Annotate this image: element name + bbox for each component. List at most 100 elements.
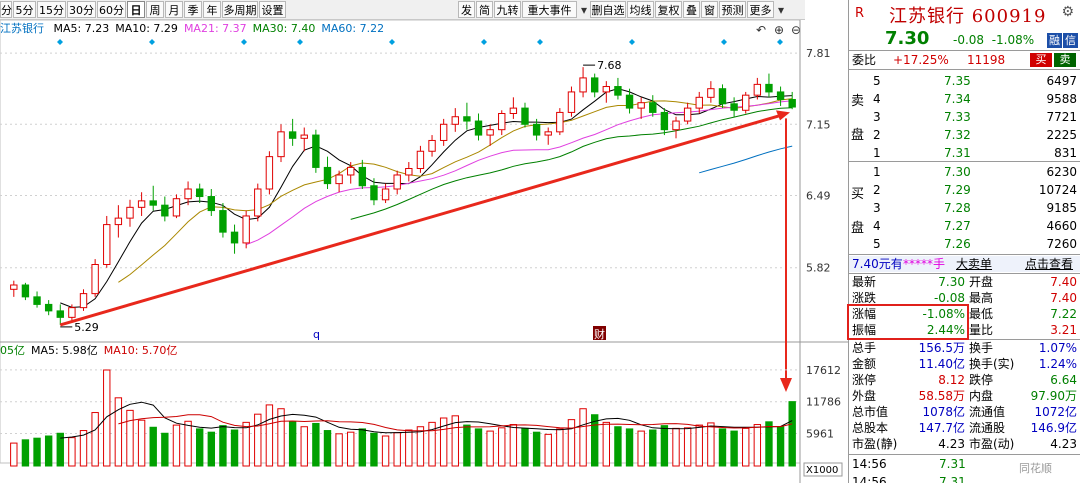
- event-marker-icon: [57, 39, 63, 45]
- moving-average-button[interactable]: 均线: [627, 1, 654, 18]
- price-tick-label: 7.81: [806, 47, 831, 60]
- add-icon[interactable]: ⊕: [773, 23, 785, 37]
- stat-value: 7.40: [1050, 291, 1077, 305]
- major-events-button[interactable]: 重大事件: [522, 1, 577, 18]
- period-button-year[interactable]: 年: [203, 1, 221, 18]
- candle-body: [381, 188, 390, 201]
- nine-turn-button[interactable]: 九转: [494, 1, 521, 18]
- marker-cai-bg: [593, 326, 606, 340]
- bid-volume: 9185: [1046, 201, 1077, 215]
- candle-body: [265, 156, 274, 190]
- volume-bar: [625, 428, 634, 467]
- sell-button[interactable]: 卖: [1054, 53, 1076, 67]
- period-button-day[interactable]: 日: [127, 1, 145, 18]
- candle-body: [347, 166, 355, 176]
- price-adjust-button[interactable]: 复权: [655, 1, 682, 18]
- ma-legend-item-0: MA5: 7.23: [53, 22, 110, 35]
- volume-bar: [730, 430, 738, 467]
- bid-volume: 7260: [1046, 237, 1077, 251]
- candle-body: [207, 196, 216, 212]
- period-button-month[interactable]: 月: [165, 1, 183, 18]
- volume-bar: [521, 427, 529, 467]
- stock-title: 江苏银行 600919: [889, 6, 1047, 27]
- ask-volume: 9588: [1046, 92, 1077, 106]
- volume-bar: [300, 426, 308, 467]
- period-button-quarter[interactable]: 季: [184, 1, 202, 18]
- triangle-down-icon[interactable]: ▾: [580, 3, 588, 17]
- overlay-button[interactable]: 叠: [683, 1, 700, 18]
- event-marker-icon: [721, 39, 727, 45]
- volume-bar: [742, 427, 750, 467]
- bid-row[interactable]: 5 7.26 7260: [849, 236, 1080, 252]
- period-button-minute[interactable]: 分: [0, 1, 12, 18]
- stat2-value: 58.58万: [918, 389, 965, 403]
- ask-row[interactable]: 5 7.35 6497: [849, 73, 1080, 89]
- unit-box: [803, 462, 843, 477]
- tick-row: 14:56 7.31: [849, 456, 1080, 472]
- period-button-5min[interactable]: 5分: [13, 1, 36, 18]
- forecast-button[interactable]: 预测: [719, 1, 746, 18]
- gear-icon[interactable]: ⚙: [1061, 4, 1074, 20]
- candle-body: [718, 88, 727, 105]
- tick-price: 7.31: [939, 457, 966, 471]
- big-order-bar[interactable]: 7.40元有 *****手 大卖单 点击查看: [849, 256, 1080, 272]
- event-marker-icon: [629, 39, 635, 45]
- stat2-value: 6.64: [1050, 373, 1077, 387]
- bid-row[interactable]: 2 7.29 10724: [849, 182, 1080, 198]
- candle-body: [474, 120, 483, 136]
- candle-body: [625, 94, 634, 109]
- candle-body: [428, 139, 436, 152]
- candle-body: [556, 111, 564, 133]
- stat2-label: 涨停: [852, 373, 877, 387]
- volume-bar: [358, 428, 367, 467]
- bid-row[interactable]: 4 7.27 4660: [849, 218, 1080, 234]
- minus-icon[interactable]: ⊖: [790, 23, 802, 37]
- ask-row[interactable]: 2 7.32 2225: [849, 127, 1080, 143]
- bid-row[interactable]: 3 7.28 9185: [849, 200, 1080, 216]
- stat-value: -1.08%: [922, 307, 965, 321]
- price-tick-label: 5.82: [806, 262, 831, 275]
- price-tick-label: 6.49: [806, 189, 831, 202]
- ask-level: 5: [873, 74, 881, 88]
- buy-button[interactable]: 买: [1030, 53, 1052, 67]
- settings-button[interactable]: 设置: [259, 1, 286, 18]
- ask-row[interactable]: 3 7.33 7721: [849, 109, 1080, 125]
- candle-body: [230, 231, 239, 244]
- candle-body: [405, 168, 413, 176]
- multi-period-button[interactable]: 多周期: [222, 1, 258, 18]
- candle-body: [79, 293, 88, 309]
- volume-bar: [707, 422, 715, 467]
- stat-label: 最高: [969, 291, 994, 305]
- period-button-60min[interactable]: 60分: [97, 1, 126, 18]
- more-button[interactable]: 更多: [747, 1, 774, 18]
- publish-button[interactable]: 发: [458, 1, 475, 18]
- ask-volume: 831: [1054, 146, 1077, 160]
- volume-bar: [21, 439, 30, 467]
- stat2-value: 147.7亿: [918, 421, 965, 435]
- undo-icon[interactable]: ↶: [755, 23, 767, 37]
- kline-chart[interactable]: 7.81 7.15 6.49 5.82 7.68 5.29 q 财 17612 11786 5961…: [0, 20, 848, 483]
- stat2-value: 146.9亿: [1030, 421, 1077, 435]
- ask-price: 7.31: [944, 146, 971, 160]
- stat-value: 7.40: [1050, 275, 1077, 289]
- ask-row[interactable]: 4 7.34 9588: [849, 91, 1080, 107]
- simple-button[interactable]: 简: [476, 1, 493, 18]
- candle-body: [521, 107, 529, 125]
- stat2-value: 11.40亿: [918, 357, 965, 371]
- stat2-value: 1072亿: [1034, 405, 1077, 419]
- price-tick-label: 7.15: [806, 118, 831, 131]
- period-button-15min[interactable]: 15分: [37, 1, 66, 18]
- bid-row[interactable]: 1 7.30 6230: [849, 164, 1080, 180]
- more-triangle-icon[interactable]: ▾: [777, 3, 785, 17]
- stat2-row: 金额 11.40亿 换手(实) 1.24%: [849, 356, 1080, 372]
- window-button[interactable]: 窗: [701, 1, 718, 18]
- candle-body: [509, 107, 518, 114]
- ma30-line: [350, 107, 793, 220]
- credit-tag: 信: [1063, 33, 1078, 48]
- period-button-30min[interactable]: 30分: [67, 1, 96, 18]
- remove-watchlist-button[interactable]: 删自选: [590, 1, 626, 18]
- ask-row[interactable]: 1 7.31 831: [849, 145, 1080, 161]
- candle-body: [579, 77, 587, 93]
- period-button-week[interactable]: 周: [146, 1, 164, 18]
- view-details-link[interactable]: 点击查看: [1025, 257, 1074, 271]
